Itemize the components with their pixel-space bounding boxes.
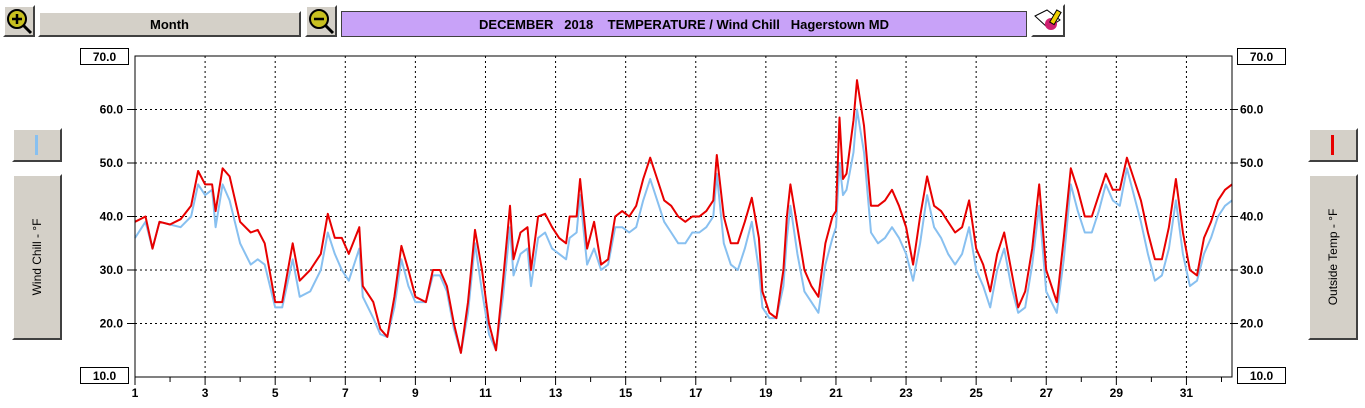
x-tick-label: 29 (1110, 386, 1124, 400)
x-tick-label: 23 (899, 386, 913, 400)
x-tick-label: 21 (829, 386, 843, 400)
zoom-in-button[interactable] (3, 5, 35, 37)
y-tick-label-right: 20.0 (1240, 317, 1264, 331)
wind-chill-legend-swatch[interactable] (12, 128, 62, 162)
wind-chill-color-icon (35, 135, 38, 155)
temperature-color-icon (1331, 135, 1334, 155)
x-tick-label: 1 (132, 386, 139, 400)
temperature-legend-swatch[interactable] (1308, 128, 1358, 162)
period-label: Month (150, 16, 189, 32)
x-tick-label: 19 (759, 386, 773, 400)
right-ymin-box[interactable]: 10.0 (1237, 367, 1286, 384)
x-tick-label: 25 (969, 386, 983, 400)
left-ymax-box[interactable]: 70.0 (80, 48, 129, 65)
left-ymin-box[interactable]: 10.0 (80, 367, 129, 384)
temperature-series-line (134, 79, 1233, 354)
y-tick-label-right: 40.0 (1240, 210, 1264, 224)
y-tick-label-left: 50.0 (100, 156, 124, 170)
x-tick-label: 17 (689, 386, 703, 400)
print-icon (1034, 9, 1062, 30)
y-tick-label-right: 60.0 (1240, 103, 1264, 117)
right-axis-label-button[interactable]: Outside Temp - °F (1308, 174, 1358, 340)
right-ymax-box[interactable]: 70.0 (1237, 48, 1286, 65)
zoom-out-icon (309, 9, 335, 35)
zoom-in-icon (7, 9, 33, 35)
y-tick-label-left: 30.0 (100, 263, 124, 277)
left-ymin-label: 10.0 (92, 368, 117, 383)
y-tick-label-right: 50.0 (1240, 156, 1264, 170)
plot-frame (134, 55, 1233, 378)
x-tick-label: 15 (619, 386, 633, 400)
left-ymax-label: 70.0 (92, 49, 117, 64)
x-tick-label: 5 (272, 386, 279, 400)
zoom-out-button[interactable] (305, 5, 337, 37)
x-tick-label: 27 (1040, 386, 1054, 400)
x-tick-label: 3 (202, 386, 209, 400)
x-tick-label: 13 (549, 386, 563, 400)
x-tick-label: 9 (412, 386, 419, 400)
period-selector-button[interactable]: Month (38, 11, 301, 37)
x-tick-label: 11 (479, 386, 492, 400)
y-tick-label-left: 60.0 (100, 103, 124, 117)
chart-title: DECEMBER 2018 TEMPERATURE / Wind Chill H… (341, 11, 1027, 37)
x-tick-label: 31 (1180, 386, 1194, 400)
y-tick-label-right: 30.0 (1240, 263, 1264, 277)
print-button[interactable] (1031, 4, 1065, 37)
x-tick-label: 7 (342, 386, 349, 400)
y-tick-label-left: 40.0 (100, 210, 124, 224)
right-ymin-label: 10.0 (1249, 368, 1274, 383)
y-tick-label-left: 20.0 (100, 317, 124, 331)
right-ymax-label: 70.0 (1249, 49, 1274, 64)
wind-chill-series-line (134, 108, 1233, 354)
left-axis-label-button[interactable]: Wind Chill - °F (12, 174, 62, 340)
